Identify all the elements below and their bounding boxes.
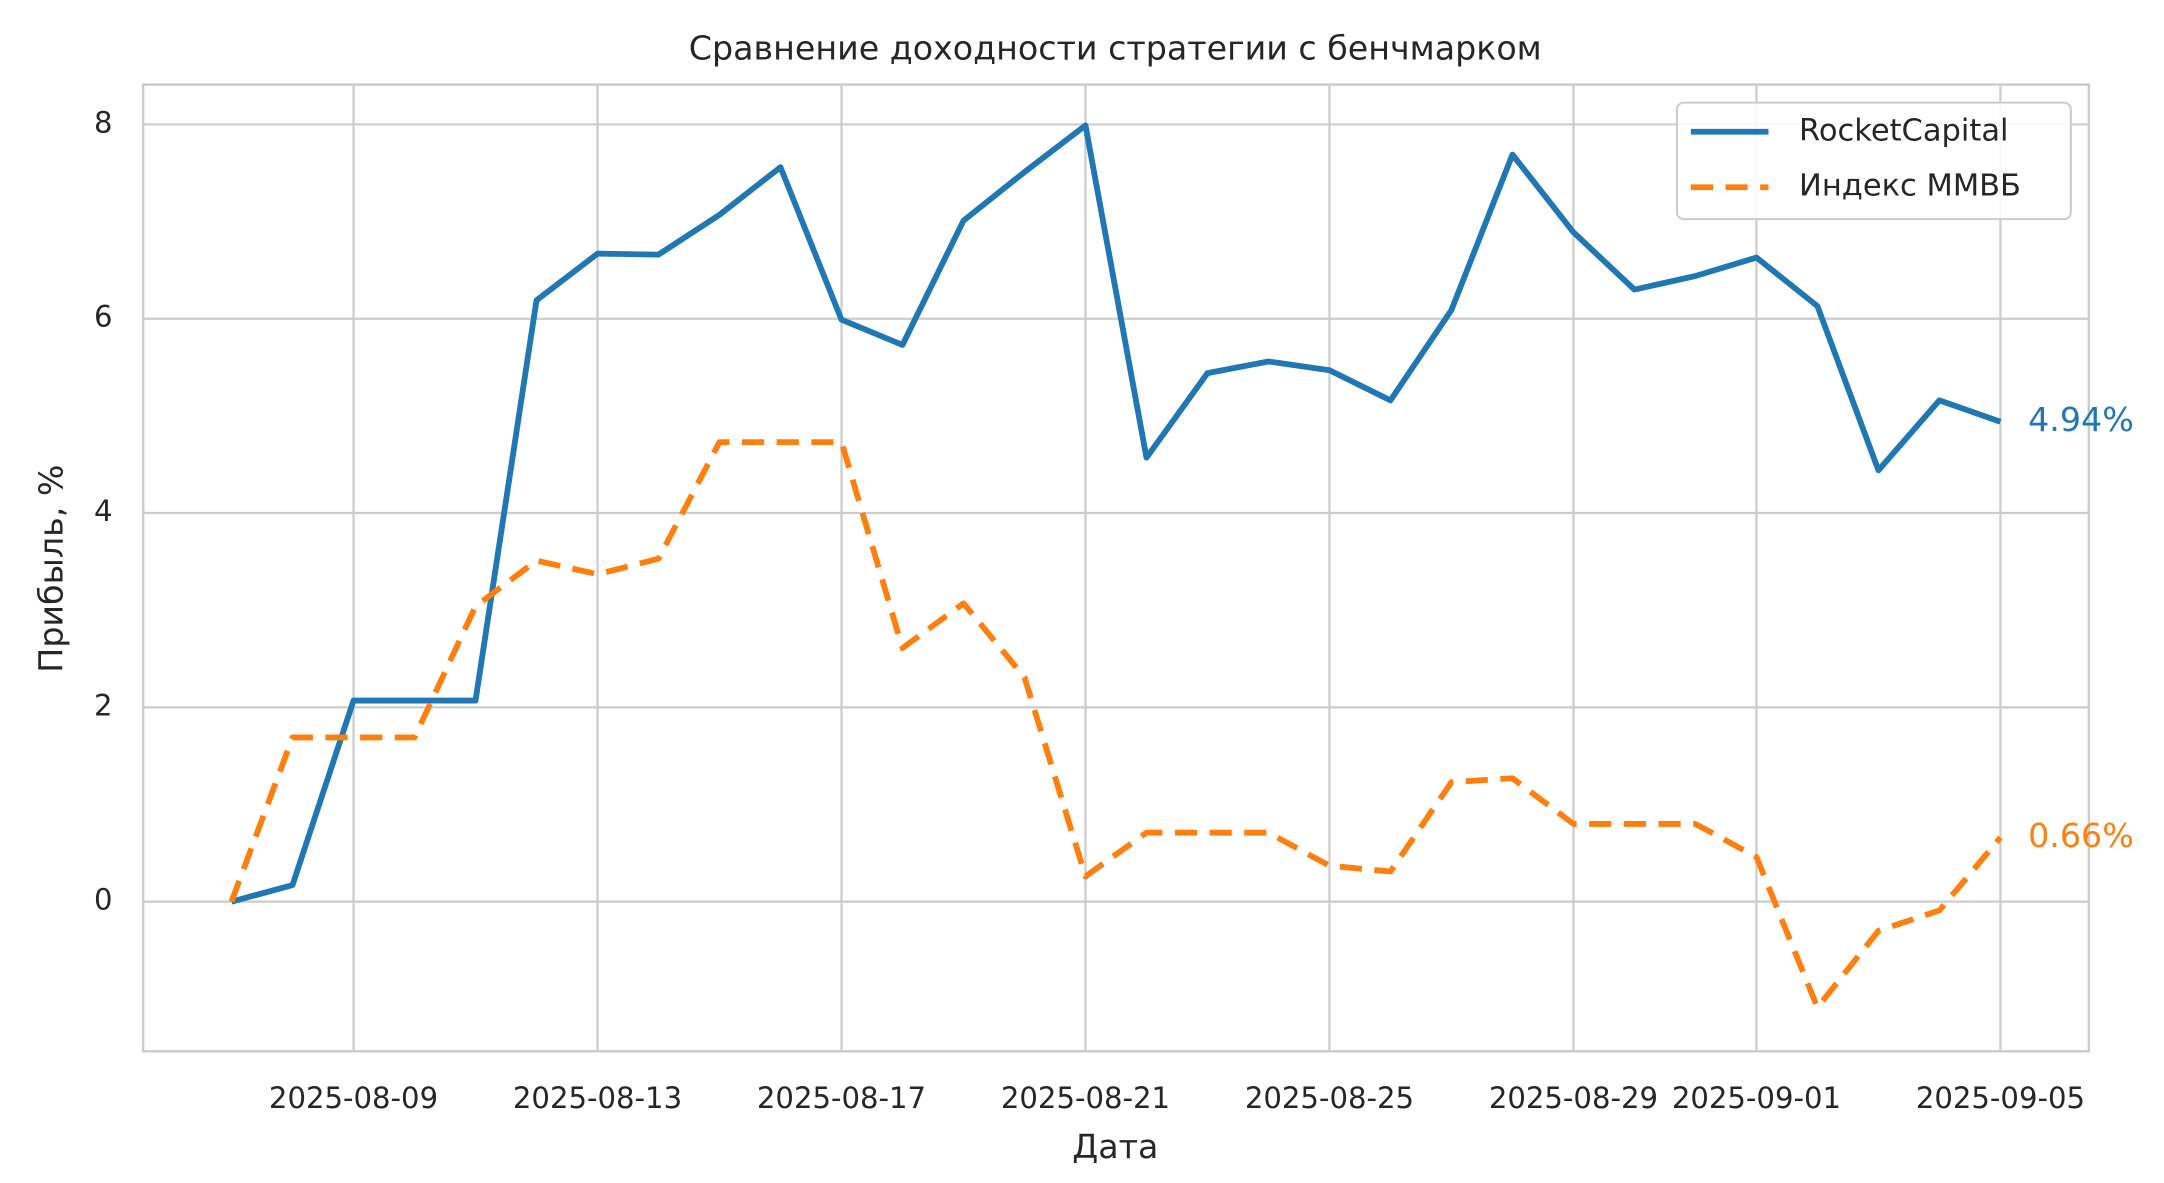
x-tick-label: 2025-08-21 [1001, 1081, 1170, 1115]
x-tick-label: 2025-08-25 [1245, 1081, 1414, 1115]
y-tick-label: 4 [94, 494, 113, 528]
end-value-label: 0.66% [2028, 816, 2134, 855]
x-tick-label: 2025-09-05 [1916, 1081, 2085, 1115]
legend-label: Индекс ММВБ [1799, 169, 2021, 204]
x-tick-label: 2025-08-09 [269, 1081, 438, 1115]
y-tick-label: 6 [94, 300, 113, 334]
chart-title: Сравнение доходности стратегии с бенчмар… [689, 28, 1542, 67]
y-axis-label: Прибыль, % [31, 465, 70, 673]
series-line [230, 122, 2002, 905]
legend-box [1675, 101, 2072, 221]
x-tick-label: 2025-08-17 [757, 1081, 926, 1115]
series-line [228, 439, 2003, 1011]
x-tick-label: 2025-08-29 [1489, 1081, 1658, 1115]
y-tick-label: 0 [94, 883, 113, 917]
y-tick-label: 8 [94, 105, 113, 139]
legend-label: RocketCapital [1799, 113, 2009, 148]
x-tick-label: 2025-08-13 [513, 1081, 682, 1115]
y-tick-label: 2 [94, 688, 113, 722]
plot-frame [141, 83, 2091, 1053]
end-value-label: 4.94% [2028, 400, 2134, 439]
x-tick-label: 2025-09-01 [1672, 1081, 1841, 1115]
x-axis-label: Дата [1072, 1127, 1158, 1166]
